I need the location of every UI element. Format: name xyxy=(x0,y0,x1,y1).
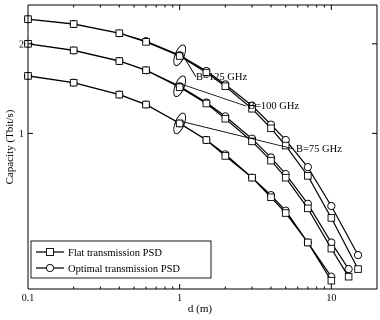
annotation-ellipse-75 xyxy=(173,112,186,135)
data-point-square xyxy=(267,193,275,202)
data-point-square xyxy=(248,137,256,146)
legend-box xyxy=(30,240,212,279)
series-line-100-circle xyxy=(27,43,350,270)
data-point-square xyxy=(142,38,150,46)
data-point-square xyxy=(221,82,230,91)
series-line-125-circle xyxy=(27,18,359,256)
data-point-square xyxy=(142,66,150,74)
legend-optimal-label: Optimal transmission PSD xyxy=(68,264,180,275)
annotation-label-125: B=125 GHz xyxy=(196,72,247,83)
data-point-square xyxy=(248,104,256,113)
legend-flat-label: Flat transmission PSD xyxy=(68,248,162,259)
data-point-square xyxy=(175,119,184,128)
data-point-square xyxy=(327,214,336,222)
data-point-square xyxy=(344,272,353,281)
legend: Flat transmission PSD Optimal transmissi… xyxy=(30,240,212,279)
data-point-square xyxy=(69,78,78,87)
data-point-square xyxy=(248,173,256,182)
data-point-square xyxy=(304,172,312,180)
data-point-square xyxy=(221,152,230,160)
axis-ticks: 0.1 1 10 1 2 xyxy=(19,5,378,304)
annotation-leader-125 xyxy=(181,53,197,78)
y-axis-title: Capacity (Tbit/s) xyxy=(4,109,16,184)
legend-optimal-marker xyxy=(45,263,55,273)
data-point-square xyxy=(281,173,290,182)
data-point-square xyxy=(281,141,290,150)
x-tick-label: 10 xyxy=(326,293,336,304)
data-point-square xyxy=(115,29,124,37)
x-tick-label: 0.1 xyxy=(22,293,35,304)
data-point-circle xyxy=(327,201,336,211)
data-point-square xyxy=(354,265,362,273)
annotation-leader-75 xyxy=(181,120,295,150)
annotation-label-100: B=100 GHz xyxy=(248,101,299,112)
data-point-square xyxy=(304,238,312,247)
annotation-leader-100 xyxy=(181,83,247,107)
legend-flat-marker xyxy=(46,248,54,256)
data-point-circle xyxy=(354,251,363,260)
annotation-ellipse-100 xyxy=(173,75,186,98)
series-layer xyxy=(23,15,363,285)
annotation-layer: B=125 GHz B=100 GHz B=75 GHz xyxy=(173,44,342,155)
annotation-label-75: B=75 GHz xyxy=(296,144,342,155)
data-point-square xyxy=(175,83,184,91)
data-point-square xyxy=(202,99,211,108)
x-axis-title: d (m) xyxy=(188,303,212,315)
data-point-square xyxy=(69,20,78,28)
data-point-square xyxy=(142,100,150,109)
data-point-square xyxy=(202,68,211,77)
data-point-circle xyxy=(344,265,353,274)
data-point-square xyxy=(69,46,78,55)
data-point-square xyxy=(221,114,230,123)
data-point-circle xyxy=(303,163,312,172)
data-point-square xyxy=(115,57,124,65)
data-point-square xyxy=(327,244,336,253)
plot-frame xyxy=(27,4,378,290)
y-tick-label: 2 xyxy=(19,39,24,50)
x-tick-label: 1 xyxy=(177,293,182,304)
data-point-square xyxy=(267,156,275,165)
data-point-square xyxy=(202,136,211,144)
data-point-square xyxy=(267,124,275,133)
data-point-square xyxy=(327,276,336,285)
y-tick-label: 1 xyxy=(19,129,24,140)
data-point-square xyxy=(281,209,290,217)
series-line-75-square xyxy=(27,75,332,282)
data-point-square xyxy=(115,90,124,99)
data-point-square xyxy=(304,204,312,213)
